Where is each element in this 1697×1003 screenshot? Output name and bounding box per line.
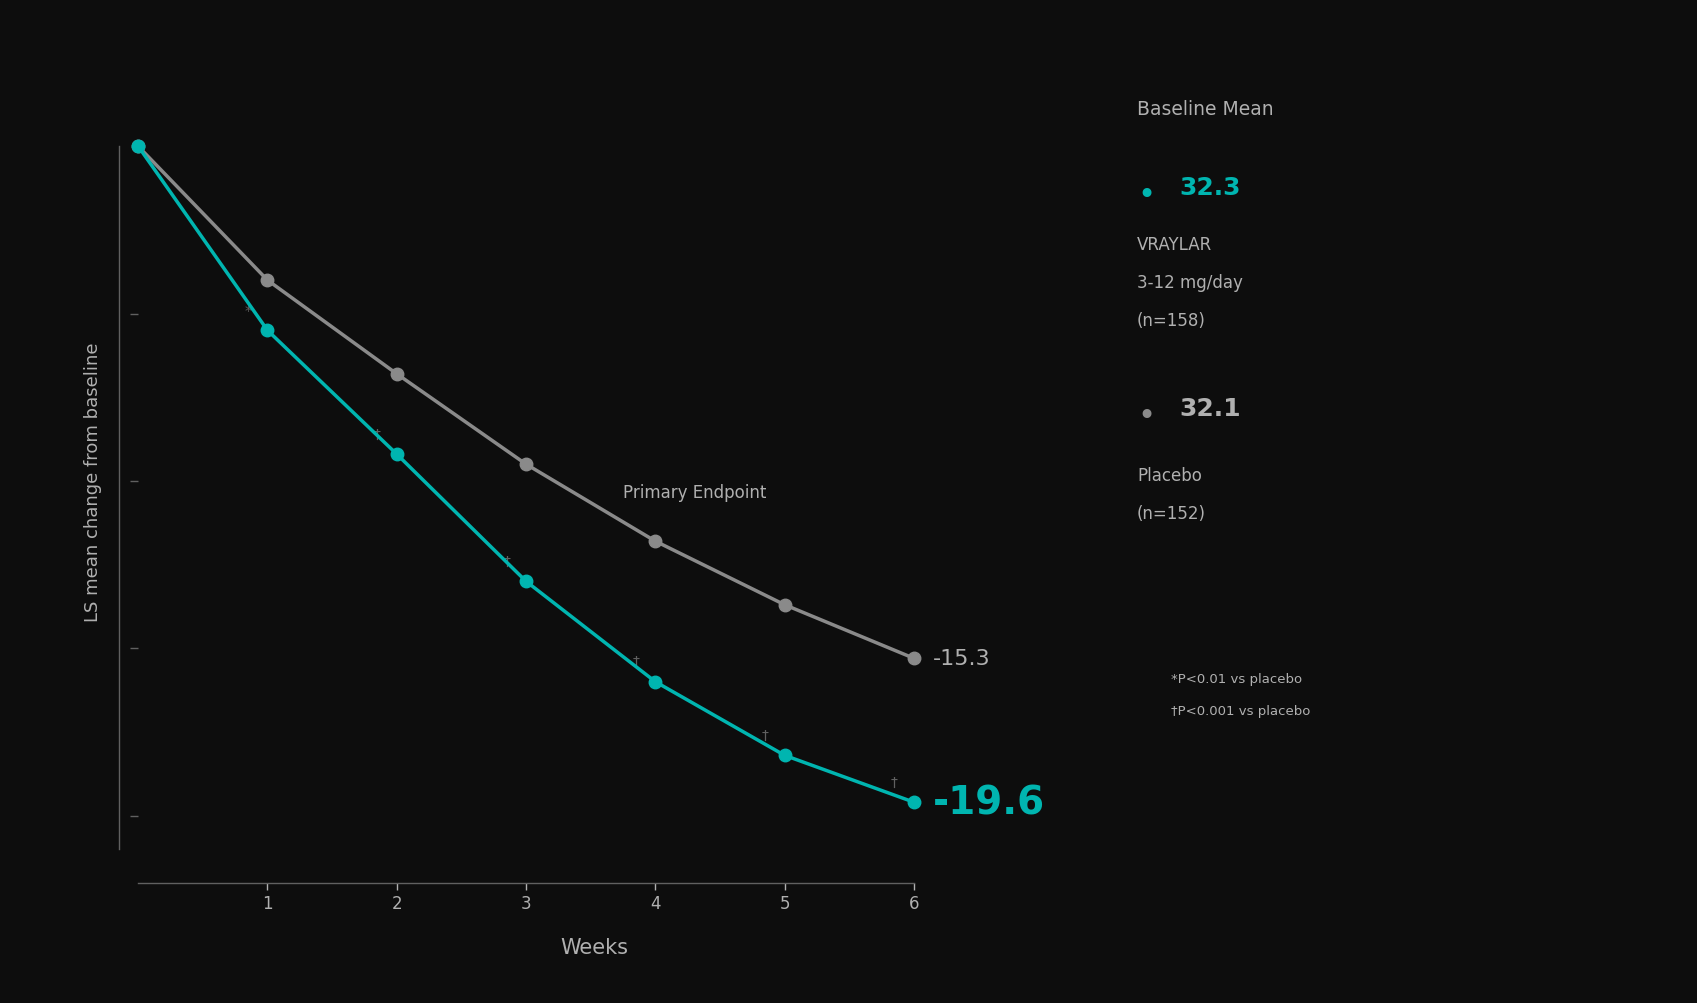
Text: *P<0.01 vs placebo: *P<0.01 vs placebo — [1171, 672, 1302, 685]
Text: Baseline Mean: Baseline Mean — [1137, 100, 1274, 119]
Text: Primary Endpoint: Primary Endpoint — [623, 483, 767, 502]
Text: †P<0.001 vs placebo: †P<0.001 vs placebo — [1171, 704, 1310, 717]
Text: 32.3: 32.3 — [1179, 176, 1241, 200]
Y-axis label: LS mean change from baseline: LS mean change from baseline — [85, 342, 102, 621]
Text: VRAYLAR: VRAYLAR — [1137, 236, 1212, 254]
X-axis label: Weeks: Weeks — [560, 938, 628, 958]
Text: -15.3: -15.3 — [933, 649, 991, 669]
Text: †: † — [762, 728, 769, 742]
Text: •: • — [1137, 401, 1156, 430]
Text: (n=152): (n=152) — [1137, 505, 1207, 523]
Text: -19.6: -19.6 — [933, 783, 1045, 821]
Text: •: • — [1137, 181, 1156, 210]
Text: †: † — [891, 775, 898, 789]
Text: †: † — [373, 427, 380, 441]
Text: †: † — [504, 555, 511, 569]
Text: †: † — [633, 655, 640, 669]
Text: 32.1: 32.1 — [1179, 396, 1241, 420]
Text: (n=158): (n=158) — [1137, 312, 1207, 330]
Text: *: * — [244, 304, 251, 318]
Text: Placebo: Placebo — [1137, 466, 1201, 484]
Text: 3-12 mg/day: 3-12 mg/day — [1137, 274, 1242, 292]
